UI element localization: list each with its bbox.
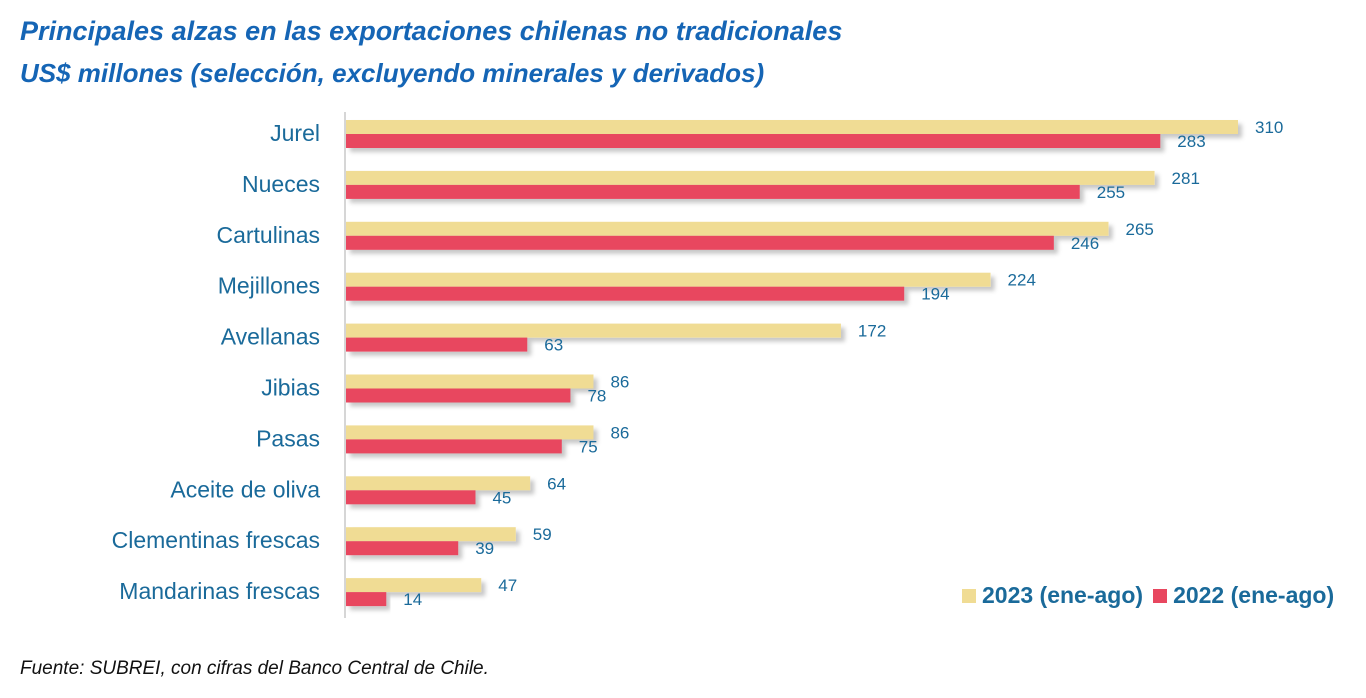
legend-item-2022: 2022 (ene-ago) [1153, 582, 1334, 609]
value-label-2022-mejillones: 194 [921, 285, 949, 304]
bar-2022-avellanas [346, 337, 528, 352]
value-label-2023-clementinas-frescas: 59 [533, 525, 552, 544]
bar-2023-jurel [346, 120, 1238, 134]
bar-2023-nueces [346, 170, 1155, 185]
value-label-2023-mejillones: 224 [1008, 271, 1036, 290]
category-label-mandarinas-frescas: Mandarinas frescas [119, 578, 320, 604]
value-label-2023-mandarinas-frescas: 47 [498, 576, 517, 595]
legend-swatch-2022 [1153, 588, 1168, 603]
value-label-2023-cartulinas: 265 [1126, 220, 1154, 239]
category-label-cartulinas: Cartulinas [216, 222, 320, 248]
bar-chart: Jurel 310 283 Nueces 281 255 Cartulinas 265 246 M… [112, 112, 1284, 618]
category-label-pasas: Pasas [256, 425, 320, 451]
category-label-clementinas-frescas: Clementinas frescas [112, 527, 320, 553]
bar-2022-jurel [346, 134, 1161, 148]
category-label-jibias: Jibias [261, 375, 320, 401]
source-note: Fuente: SUBREI, con cifras del Banco Cen… [20, 658, 489, 679]
category-label-aceite-de-oliva: Aceite de oliva [170, 476, 320, 502]
bar-2023-mejillones [346, 272, 991, 287]
value-label-2023-avellanas: 172 [858, 322, 886, 341]
bar-2022-jibias [346, 388, 571, 403]
value-label-2022-jurel: 283 [1177, 132, 1205, 151]
value-label-2022-clementinas-frescas: 39 [475, 539, 494, 558]
category-label-mejillones: Mejillones [218, 273, 320, 299]
legend-swatch-2023 [962, 588, 976, 603]
labels-layer: Jurel 310 283 Nueces 281 255 Cartulinas 265 246 M… [112, 118, 1284, 609]
bar-2023-aceite-de-oliva [346, 476, 531, 491]
value-label-2022-pasas: 75 [579, 437, 598, 456]
category-label-jurel: Jurel [270, 120, 320, 146]
legend-label-2022: 2022 (ene-ago) [1173, 582, 1335, 608]
bar-2022-pasas [346, 439, 562, 454]
value-label-2022-cartulinas: 246 [1071, 234, 1099, 253]
value-label-2023-pasas: 86 [610, 423, 629, 442]
bar-2022-aceite-de-oliva [346, 490, 476, 505]
value-label-2023-jurel: 310 [1255, 118, 1283, 137]
chart-subtitle: US$ millones (selección, excluyendo mine… [20, 58, 765, 88]
value-label-2022-jibias: 78 [587, 387, 606, 406]
value-label-2022-aceite-de-oliva: 45 [492, 488, 511, 507]
category-label-avellanas: Avellanas [221, 324, 320, 350]
bar-2022-cartulinas [346, 235, 1054, 250]
value-label-2023-aceite-de-oliva: 64 [547, 474, 566, 493]
legend-label-2023: 2023 (ene-ago) [982, 582, 1144, 608]
value-label-2022-mandarinas-frescas: 14 [403, 590, 422, 609]
legend-item-2023: 2023 (ene-ago) [962, 582, 1143, 609]
bar-2022-mandarinas-frescas [346, 592, 387, 607]
bar-2022-nueces [346, 184, 1080, 199]
bar-2023-mandarinas-frescas [346, 578, 482, 593]
bar-2022-mejillones [346, 286, 905, 301]
bar-2023-jibias [346, 374, 594, 389]
value-label-2022-avellanas: 63 [544, 336, 563, 355]
bar-2023-avellanas [346, 323, 841, 338]
bar-2023-cartulinas [346, 221, 1109, 236]
value-label-2022-nueces: 255 [1097, 183, 1125, 202]
legend: 2023 (ene-ago) 2022 (ene-ago) [962, 582, 1344, 609]
value-label-2023-nueces: 281 [1172, 169, 1200, 188]
category-label-nueces: Nueces [242, 171, 320, 197]
bars-layer [346, 120, 1238, 607]
chart-title: Principales alzas en las exportaciones c… [20, 16, 843, 46]
bar-2023-pasas [346, 425, 594, 440]
bar-2023-clementinas-frescas [346, 527, 516, 542]
value-label-2023-jibias: 86 [610, 373, 629, 392]
bar-2022-clementinas-frescas [346, 541, 459, 556]
